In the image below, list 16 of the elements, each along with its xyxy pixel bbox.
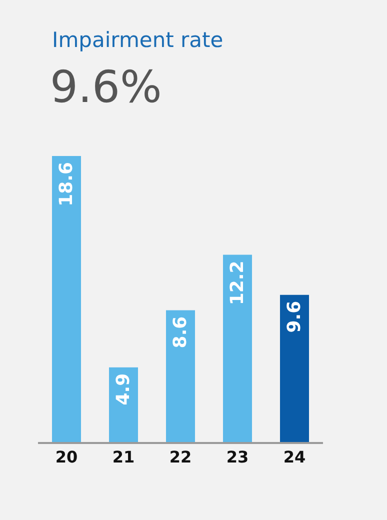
data-label: 12.2 [227, 260, 248, 306]
bar [166, 310, 195, 443]
x-tick-label: 24 [283, 447, 306, 466]
chart-subtitle: 9.6% [50, 62, 162, 113]
bar [52, 156, 81, 443]
x-tick-label: 20 [55, 447, 78, 466]
data-label: 8.6 [170, 316, 191, 348]
data-label: 18.6 [56, 162, 77, 206]
bar [280, 294, 309, 443]
x-tick-label: 21 [112, 447, 135, 466]
bar [223, 254, 252, 443]
data-label: 9.6 [284, 300, 305, 333]
x-tick-label: 23 [226, 447, 249, 466]
chart-title: Impairment rate [52, 28, 224, 52]
data-label: 4.9 [113, 373, 134, 406]
x-tick-label: 22 [169, 447, 192, 466]
